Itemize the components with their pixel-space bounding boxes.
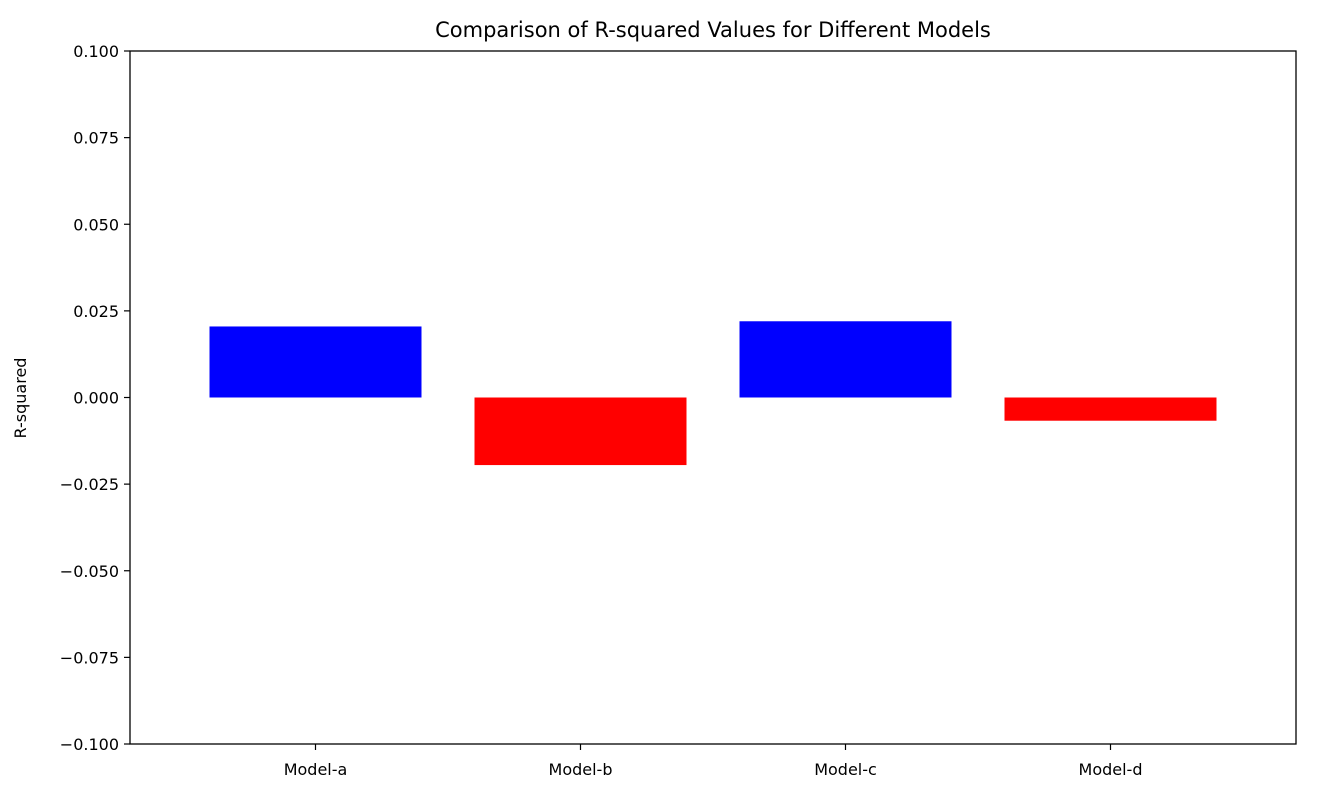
x-tick-label: Model-d — [1079, 760, 1143, 779]
x-axis-ticks: Model-a Model-b Model-c Model-d — [284, 744, 1143, 779]
bar-model-b — [474, 397, 687, 466]
y-axis-label: R-squared — [11, 358, 30, 439]
bar-model-d — [1004, 397, 1217, 421]
bar-model-c — [739, 321, 952, 398]
y-tick-label: 0.050 — [73, 215, 119, 234]
y-tick-label: 0.100 — [73, 42, 119, 61]
x-tick-label: Model-c — [814, 760, 877, 779]
y-tick-label: −0.075 — [60, 648, 119, 667]
x-tick-label: Model-b — [549, 760, 613, 779]
y-axis-ticks: −0.100 −0.075 −0.050 −0.025 0.000 0.025 0.050 0… — [60, 42, 130, 754]
y-tick-label: 0.075 — [73, 129, 119, 148]
bar-model-a — [209, 326, 422, 398]
plot-area-frame — [129, 50, 1297, 745]
y-tick-label: 0.025 — [73, 302, 119, 321]
y-tick-label: 0.000 — [73, 389, 119, 408]
y-tick-label: −0.100 — [60, 735, 119, 754]
x-tick-label: Model-a — [284, 760, 348, 779]
y-tick-label: −0.050 — [60, 562, 119, 581]
y-tick-label: −0.025 — [60, 475, 119, 494]
chart-title: Comparison of R-squared Values for Diffe… — [435, 18, 991, 42]
bars-group — [209, 321, 1217, 466]
